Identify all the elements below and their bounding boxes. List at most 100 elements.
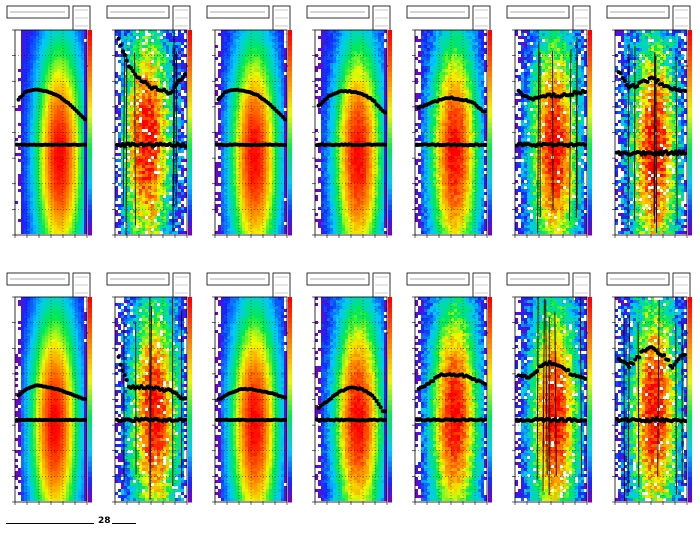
heatmap-cell bbox=[160, 168, 163, 171]
heatmap-cell bbox=[27, 111, 30, 114]
heatmap-cell bbox=[60, 135, 63, 138]
heatmap-cell bbox=[51, 69, 54, 72]
heatmap-cell bbox=[136, 66, 139, 69]
heatmap-cell bbox=[239, 198, 242, 201]
heatmap-cell bbox=[224, 120, 227, 123]
heatmap-cell bbox=[57, 54, 60, 57]
heatmap-cell bbox=[263, 48, 266, 51]
heatmap-cell bbox=[60, 141, 63, 144]
heatmap-cell bbox=[130, 132, 133, 135]
heatmap-cell bbox=[242, 201, 245, 204]
heatmap-cell bbox=[221, 135, 224, 138]
heatmap-cell bbox=[160, 135, 163, 138]
heatmap-cell bbox=[257, 195, 260, 198]
heatmap-cell bbox=[66, 207, 69, 210]
heatmap-cell bbox=[133, 216, 136, 219]
heatmap-cell bbox=[139, 168, 142, 171]
heatmap-cell bbox=[54, 69, 57, 72]
heatmap-cell bbox=[21, 231, 24, 234]
heatmap-cell bbox=[51, 192, 54, 195]
heatmap-cell bbox=[42, 129, 45, 132]
heatmap-cell bbox=[151, 150, 154, 153]
heatmap-cell bbox=[242, 198, 245, 201]
heatmap-cell bbox=[39, 162, 42, 165]
heatmap-cell bbox=[181, 33, 184, 36]
heatmap-cell bbox=[269, 201, 272, 204]
heatmap-cell bbox=[66, 54, 69, 57]
heatmap-cell bbox=[51, 60, 54, 63]
heatmap-cell bbox=[130, 42, 133, 45]
heatmap-cell bbox=[27, 99, 30, 102]
heatmap-cell bbox=[160, 219, 163, 222]
heatmap-cell bbox=[157, 228, 160, 231]
heatmap-cell bbox=[121, 117, 124, 120]
heatmap-cell bbox=[151, 48, 154, 51]
heatmap-cell bbox=[169, 36, 172, 39]
heatmap-cell bbox=[281, 63, 284, 66]
heatmap-cell bbox=[75, 123, 78, 126]
heatmap-cell bbox=[251, 168, 254, 171]
heatmap-cell bbox=[139, 132, 142, 135]
heatmap-cell bbox=[27, 159, 30, 162]
heatmap-cell bbox=[254, 183, 257, 186]
heatmap-cell bbox=[115, 192, 118, 195]
heatmap-cell bbox=[251, 54, 254, 57]
heatmap-cell bbox=[57, 90, 60, 93]
heatmap-cell bbox=[145, 165, 148, 168]
heatmap-cell bbox=[233, 42, 236, 45]
heatmap-cell bbox=[84, 213, 87, 216]
heatmap-cell bbox=[181, 174, 184, 177]
heatmap-cell bbox=[218, 117, 221, 120]
heatmap-cell bbox=[175, 36, 178, 39]
heatmap-cell bbox=[236, 171, 239, 174]
heatmap-cell bbox=[318, 159, 321, 162]
heatmap-cell bbox=[51, 162, 54, 165]
heatmap-cell bbox=[254, 114, 257, 117]
heatmap-cell bbox=[151, 117, 154, 120]
heatmap-cell bbox=[51, 231, 54, 234]
heatmap-cell bbox=[215, 171, 218, 174]
heatmap-cell bbox=[178, 183, 181, 186]
heatmap-cell bbox=[263, 51, 266, 54]
heatmap-cell bbox=[160, 222, 163, 225]
heatmap-cell bbox=[184, 192, 187, 195]
colorbar-segment bbox=[188, 101, 192, 108]
heatmap-cell bbox=[266, 90, 269, 93]
heatmap-cell bbox=[24, 198, 27, 201]
heatmap-cell bbox=[142, 147, 145, 150]
upper-curve-marker bbox=[180, 75, 185, 80]
heatmap-cell bbox=[181, 81, 184, 84]
heatmap-cell bbox=[181, 171, 184, 174]
heatmap-cell bbox=[48, 108, 51, 111]
heatmap-cell bbox=[269, 42, 272, 45]
heatmap-cell bbox=[84, 99, 87, 102]
heatmap-cell bbox=[218, 87, 221, 90]
heatmap-cell bbox=[84, 141, 87, 144]
heatmap-cell bbox=[166, 45, 169, 48]
heatmap-cell bbox=[221, 126, 224, 129]
heatmap-cell bbox=[45, 138, 48, 141]
heatmap-cell bbox=[221, 213, 224, 216]
heatmap-cell bbox=[260, 72, 263, 75]
heatmap-cell bbox=[75, 66, 78, 69]
heatmap-cell bbox=[315, 219, 318, 222]
heatmap-cell bbox=[151, 213, 154, 216]
heatmap-cell bbox=[54, 201, 57, 204]
heatmap-cell bbox=[142, 195, 145, 198]
heatmap-cell bbox=[48, 138, 51, 141]
heatmap-cell bbox=[181, 216, 184, 219]
heatmap-cell bbox=[233, 75, 236, 78]
heatmap-cell bbox=[81, 51, 84, 54]
heatmap-cell bbox=[72, 36, 75, 39]
heatmap-cell bbox=[154, 207, 157, 210]
heatmap-cell bbox=[154, 231, 157, 234]
heatmap-cell bbox=[57, 231, 60, 234]
heatmap-cell bbox=[178, 168, 181, 171]
heatmap-cell bbox=[66, 153, 69, 156]
heatmap-cell bbox=[215, 162, 218, 165]
heatmap-cell bbox=[169, 111, 172, 114]
heatmap-cell bbox=[278, 90, 281, 93]
heatmap-cell bbox=[27, 66, 30, 69]
heatmap-cell bbox=[36, 75, 39, 78]
heatmap-cell bbox=[181, 87, 184, 90]
